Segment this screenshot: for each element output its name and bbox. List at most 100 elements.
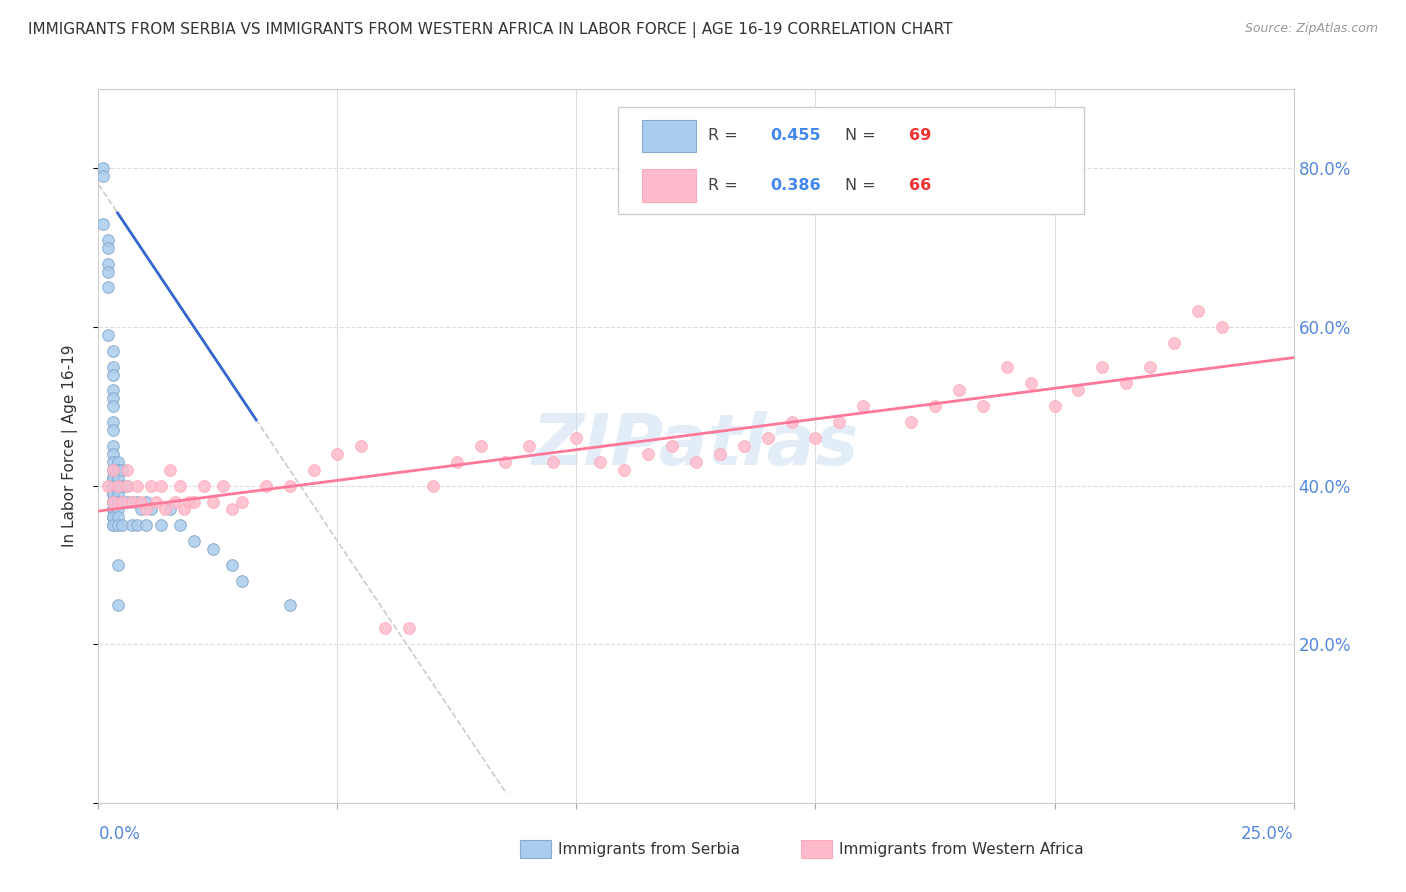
Point — [900, 415, 922, 429]
Point — [948, 384, 970, 398]
Point — [211, 478, 233, 492]
Point — [101, 368, 124, 382]
Point — [1019, 376, 1042, 390]
Point — [183, 494, 205, 508]
Point — [135, 518, 157, 533]
Point — [107, 455, 129, 469]
Point — [135, 494, 157, 508]
Point — [302, 463, 325, 477]
Point — [115, 478, 138, 492]
Text: R =: R = — [709, 128, 742, 143]
Point — [101, 439, 124, 453]
Point — [1043, 400, 1066, 414]
Point — [159, 463, 181, 477]
Point — [374, 621, 396, 635]
Y-axis label: In Labor Force | Age 16-19: In Labor Force | Age 16-19 — [62, 344, 77, 548]
Point — [924, 400, 946, 414]
Point — [231, 574, 253, 588]
Point — [278, 598, 301, 612]
Point — [125, 478, 148, 492]
Point — [1211, 320, 1233, 334]
Point — [111, 494, 134, 508]
Point — [131, 502, 153, 516]
Point — [541, 455, 564, 469]
Point — [231, 494, 253, 508]
Point — [101, 518, 124, 533]
Text: Immigrants from Western Africa: Immigrants from Western Africa — [839, 842, 1084, 856]
Point — [173, 502, 195, 516]
Point — [101, 463, 124, 477]
Point — [101, 392, 124, 406]
Point — [995, 359, 1018, 374]
Point — [91, 161, 114, 176]
Point — [145, 494, 167, 508]
Point — [107, 598, 129, 612]
Point — [115, 463, 138, 477]
Point — [101, 478, 124, 492]
Point — [422, 478, 444, 492]
Point — [470, 439, 492, 453]
Bar — [643, 169, 696, 202]
Point — [852, 400, 875, 414]
Point — [193, 478, 215, 492]
Point — [139, 502, 162, 516]
Text: IMMIGRANTS FROM SERBIA VS IMMIGRANTS FROM WESTERN AFRICA IN LABOR FORCE | AGE 16: IMMIGRANTS FROM SERBIA VS IMMIGRANTS FRO… — [28, 22, 953, 38]
Point — [107, 502, 129, 516]
Point — [101, 486, 124, 500]
Text: 25.0%: 25.0% — [1241, 825, 1294, 843]
Point — [517, 439, 540, 453]
Point — [101, 455, 124, 469]
Point — [494, 455, 516, 469]
Point — [1139, 359, 1161, 374]
Point — [202, 494, 225, 508]
Point — [97, 328, 120, 343]
Point — [149, 518, 172, 533]
Text: Immigrants from Serbia: Immigrants from Serbia — [558, 842, 740, 856]
Point — [115, 494, 138, 508]
Point — [97, 264, 120, 278]
Bar — [643, 120, 696, 152]
Point — [565, 431, 588, 445]
Point — [804, 431, 827, 445]
Point — [637, 447, 659, 461]
Point — [202, 542, 225, 557]
Point — [91, 217, 114, 231]
Point — [169, 518, 191, 533]
Point — [101, 359, 124, 374]
Text: 0.0%: 0.0% — [98, 825, 141, 843]
Point — [661, 439, 683, 453]
Point — [107, 510, 129, 524]
Point — [101, 478, 124, 492]
Point — [179, 494, 201, 508]
Point — [121, 494, 143, 508]
Point — [111, 494, 134, 508]
Point — [135, 502, 157, 516]
Point — [169, 478, 191, 492]
Point — [101, 510, 124, 524]
Point — [107, 486, 129, 500]
Point — [155, 502, 177, 516]
Point — [107, 463, 129, 477]
Point — [159, 502, 181, 516]
Point — [1187, 304, 1209, 318]
Point — [91, 169, 114, 184]
Point — [115, 478, 138, 492]
Point — [101, 471, 124, 485]
Point — [101, 463, 124, 477]
Point — [121, 494, 143, 508]
Point — [107, 478, 129, 492]
Text: Source: ZipAtlas.com: Source: ZipAtlas.com — [1244, 22, 1378, 36]
Point — [101, 486, 124, 500]
Text: 0.386: 0.386 — [770, 178, 821, 193]
Point — [101, 518, 124, 533]
Point — [221, 502, 243, 516]
Point — [613, 463, 636, 477]
Point — [131, 494, 153, 508]
Point — [756, 431, 779, 445]
Point — [107, 558, 129, 572]
Text: ZIPatlas: ZIPatlas — [533, 411, 859, 481]
Point — [111, 518, 134, 533]
Point — [326, 447, 349, 461]
Text: N =: N = — [845, 178, 882, 193]
Point — [350, 439, 373, 453]
